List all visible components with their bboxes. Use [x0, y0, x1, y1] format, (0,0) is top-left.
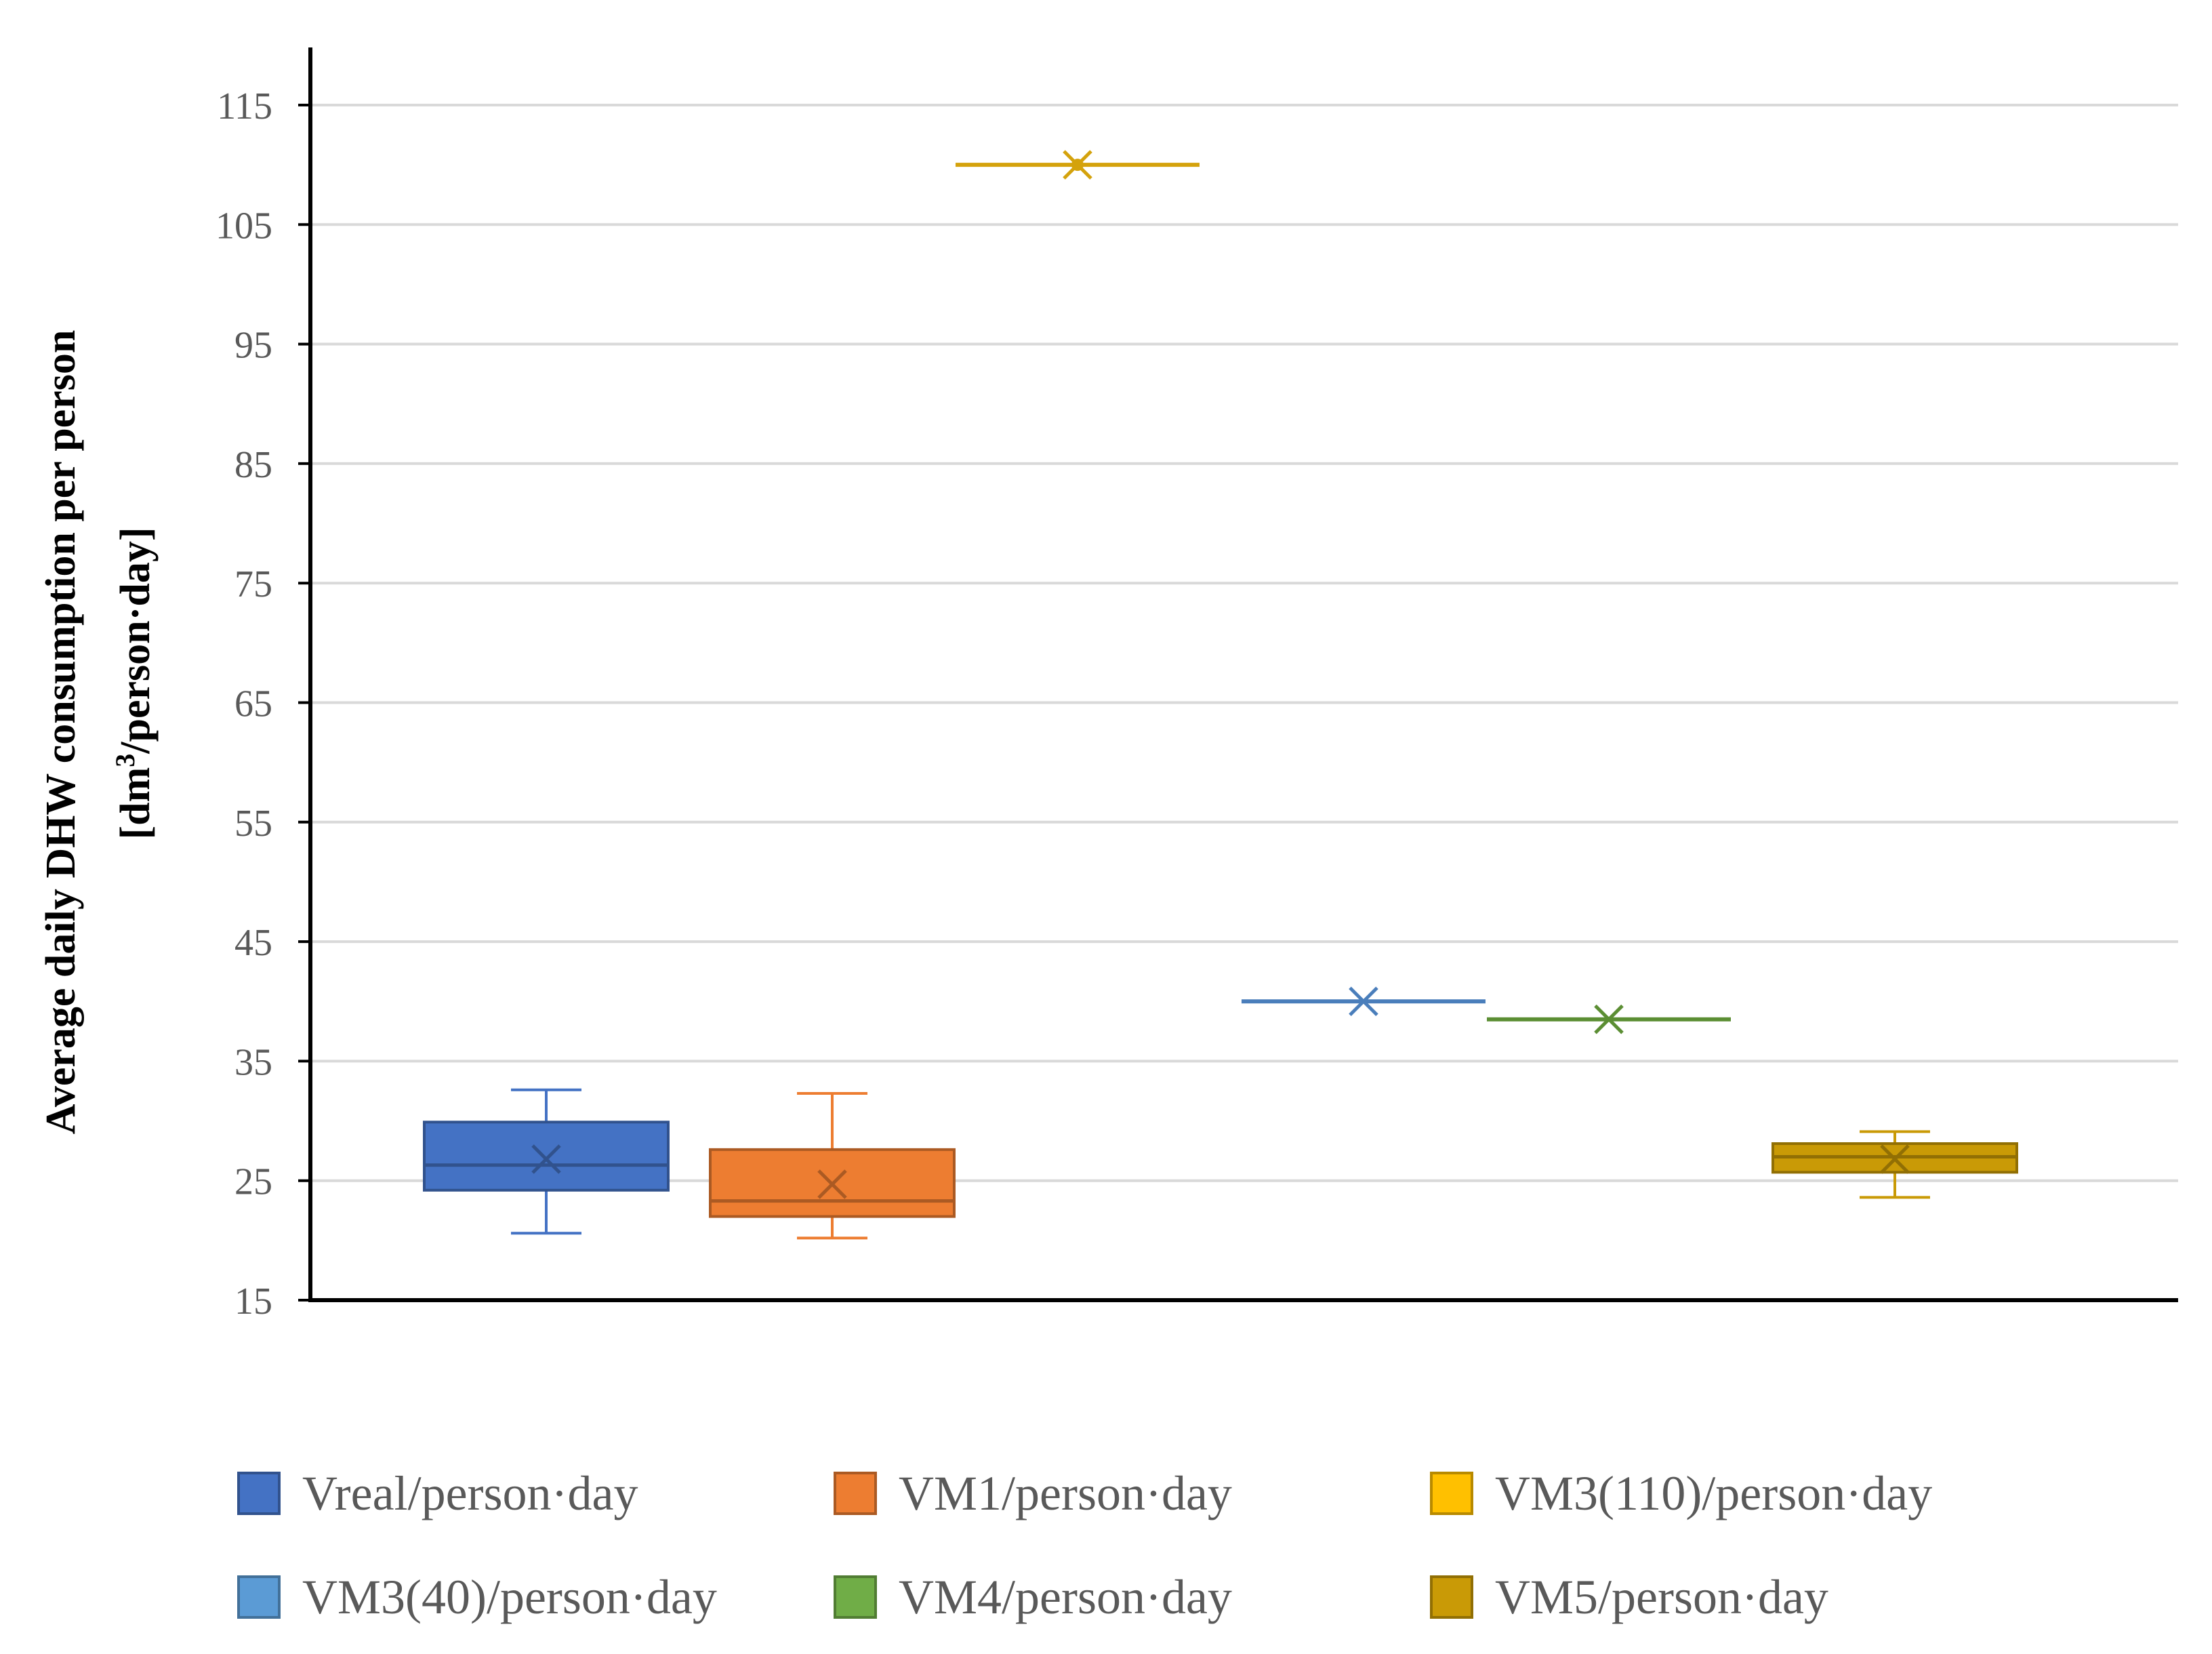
- legend-swatch: [237, 1575, 281, 1619]
- legend-item: VM3(40)/person·day: [237, 1570, 717, 1624]
- mean-marker: [1349, 986, 1378, 1017]
- box-VM3(40)/person·day: [1242, 986, 1486, 1017]
- legend-label: VM5/person·day: [1495, 1570, 1828, 1624]
- box-VM4/person·day: [1487, 1004, 1731, 1034]
- box-Vreal/person·day: [423, 1088, 670, 1235]
- y-axis-title-units: [dm3/person·day]: [110, 527, 159, 840]
- y-tick-label: 45: [234, 922, 272, 964]
- box-VM3(110)/person·day: [956, 150, 1200, 180]
- mean-marker: [817, 1169, 847, 1199]
- boxes: [423, 150, 2018, 1240]
- legend-label: VM4/person·day: [899, 1570, 1232, 1624]
- legend-item: VM1/person·day: [834, 1466, 1232, 1520]
- y-axis-title-line2: [dm3/person·day]: [110, 527, 159, 840]
- legend-item: VM4/person·day: [834, 1570, 1232, 1624]
- legend-item: Vreal/person·day: [237, 1466, 638, 1520]
- y-tick-label: 105: [216, 205, 272, 247]
- legend-label: VM1/person·day: [899, 1466, 1232, 1520]
- y-tick-label: 55: [234, 803, 272, 845]
- y-axis-title: Average daily DHW consumption per person: [38, 330, 84, 1135]
- legend-item: VM3(110)/person·day: [1430, 1466, 1932, 1520]
- y-axis-units-sup: 3: [110, 754, 140, 767]
- legend: Vreal/person·day VM1/person·day VM3(110)/p…: [237, 1466, 1932, 1624]
- y-axis-units-suffix: /person·day]: [112, 527, 159, 754]
- box-VM5/person·day: [1771, 1130, 2018, 1199]
- y-tick-labels: 15 25 35 45 55 65 75 85 95 105 115: [216, 85, 310, 1323]
- gridlines: [310, 104, 2178, 1182]
- axes: [308, 47, 2178, 1302]
- y-tick-label: 15: [234, 1280, 272, 1323]
- legend-swatch: [237, 1472, 281, 1515]
- legend-label: Vreal/person·day: [302, 1466, 638, 1520]
- y-axis-units-prefix: [dm: [112, 767, 159, 840]
- mean-dot: [1071, 159, 1084, 172]
- legend-item: VM5/person·day: [1430, 1570, 1828, 1624]
- legend-label: VM3(110)/person·day: [1495, 1466, 1932, 1520]
- legend-swatch: [834, 1472, 877, 1515]
- legend-swatch: [834, 1575, 877, 1619]
- y-tick-label: 35: [234, 1041, 272, 1083]
- box-VM1/person·day: [709, 1092, 956, 1240]
- y-tick-label: 95: [234, 325, 272, 367]
- mean-marker: [1594, 1004, 1624, 1034]
- legend-label: VM3(40)/person·day: [302, 1570, 717, 1624]
- y-tick-label: 25: [234, 1161, 272, 1203]
- box-iqr: [423, 1121, 670, 1192]
- mean-marker: [1880, 1144, 1910, 1174]
- y-tick-label: 85: [234, 444, 272, 486]
- y-tick-label: 115: [217, 85, 272, 127]
- legend-swatch: [1430, 1575, 1473, 1619]
- y-axis-title-line1: Average daily DHW consumption per person: [38, 330, 84, 1135]
- y-tick-label: 65: [234, 683, 272, 725]
- y-tick-label: 75: [234, 563, 272, 605]
- legend-swatch: [1430, 1472, 1473, 1515]
- mean-marker: [531, 1144, 561, 1174]
